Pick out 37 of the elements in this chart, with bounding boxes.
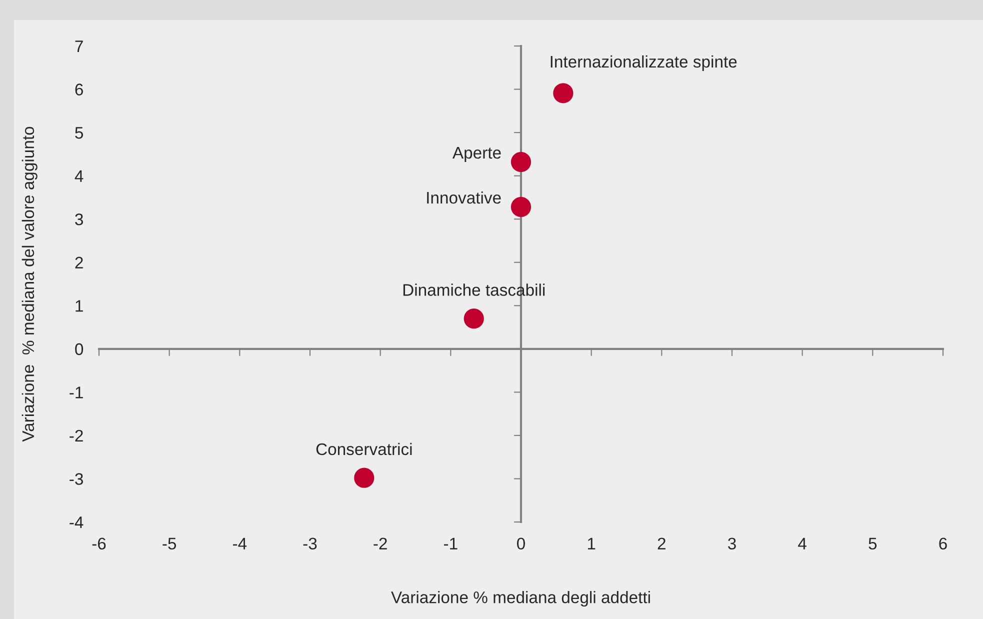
- point: [553, 83, 574, 104]
- point: [354, 468, 374, 488]
- x-tick-label: 6: [939, 538, 947, 550]
- y-tick-label: -4: [70, 516, 84, 528]
- y-tick-label: -3: [70, 473, 83, 485]
- x-tick-label: 4: [798, 538, 806, 550]
- annotation: Innovative: [427, 191, 501, 204]
- annotation: Conservatrici: [316, 442, 412, 456]
- x-tick-label: -2: [374, 538, 387, 550]
- point: [510, 196, 532, 218]
- x-axis-title: Variazione % mediana degli addetti: [391, 591, 650, 607]
- x-tick-label: 0: [517, 538, 525, 550]
- x-tick-label: -3: [303, 538, 317, 550]
- x-tick-label: -6: [92, 538, 106, 550]
- y-axis-title: Variazione % mediana del valore aggiunto: [22, 126, 38, 442]
- y-tick-label: -1: [70, 386, 83, 398]
- x-tick-label: -4: [232, 538, 247, 550]
- y-tick-label: 6: [75, 84, 83, 96]
- y-tick-label: 7: [75, 40, 83, 52]
- x-tick-label: 3: [728, 538, 736, 550]
- y-tick-label: 5: [75, 127, 84, 139]
- y-tick-label: -2: [70, 430, 83, 442]
- annotation: Internazionalizzate spinte: [550, 55, 737, 71]
- x-tick-label: 5: [868, 538, 877, 550]
- x-tick-label: 1: [588, 538, 596, 550]
- point: [510, 152, 532, 172]
- y-tick-label: 0: [75, 343, 84, 356]
- y-tick-label: 2: [75, 256, 83, 268]
- annotation: Dinamiche tascabili: [403, 284, 545, 296]
- x-tick-label: -5: [162, 538, 176, 550]
- y-tick-label: 4: [74, 170, 84, 182]
- y-tick-label: 3: [75, 213, 83, 226]
- x-tick-label: -1: [444, 538, 458, 550]
- annotation: Aperte: [452, 147, 501, 162]
- y-tick-label: 1: [76, 300, 83, 312]
- x-tick-label: 2: [658, 538, 666, 550]
- point: [464, 308, 484, 329]
